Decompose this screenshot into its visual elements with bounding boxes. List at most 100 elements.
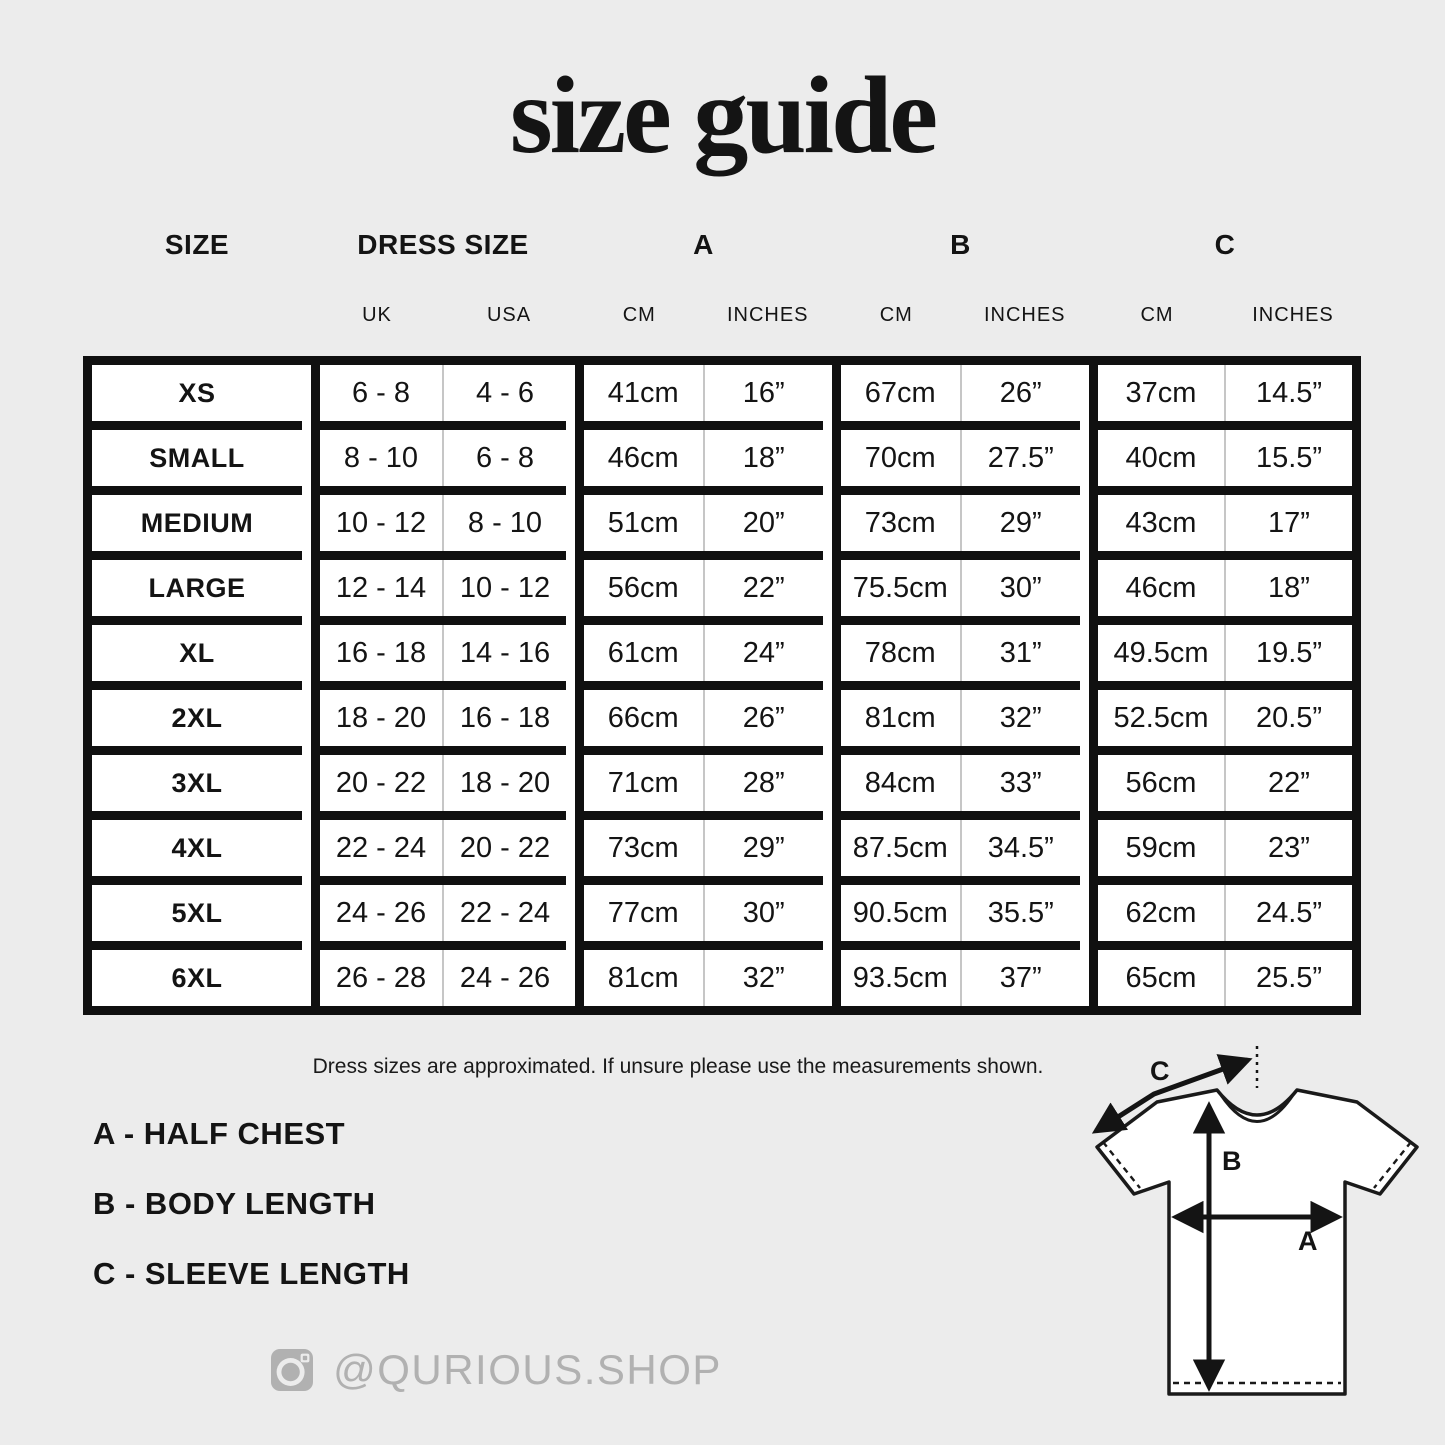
legend-sleeve-length: C - SLEEVE LENGTH xyxy=(93,1256,410,1291)
table-row: 78cm 31” xyxy=(841,616,1080,681)
measurement-cell: 16” xyxy=(702,365,824,421)
measurement-cell: 24.5” xyxy=(1224,885,1352,941)
table-row: XS xyxy=(92,365,302,421)
measurement-cell: 67cm xyxy=(864,376,936,409)
size-label-cell: MEDIUM xyxy=(140,507,254,538)
measurement-cell: 43cm xyxy=(1125,506,1197,539)
table-row: 2XL xyxy=(92,681,302,746)
table-row: 3XL xyxy=(92,746,302,811)
approximation-note: Dress sizes are approximated. If unsure … xyxy=(312,1055,1044,1078)
table-row: 70cm 27.5” xyxy=(841,421,1080,486)
table-row: 71cm 28” xyxy=(584,746,823,811)
diagram-label-b: B xyxy=(1222,1146,1242,1176)
measurement-cell: 56cm xyxy=(1125,766,1197,799)
left-cuff-stitch-line xyxy=(1102,1141,1141,1189)
table-row: 90.5cm 35.5” xyxy=(841,876,1080,941)
subheader-uk: UK xyxy=(362,304,392,326)
measurement-cell: 78cm xyxy=(864,636,936,669)
table-row: 66cm 26” xyxy=(584,681,823,746)
measurement-cell: 51cm xyxy=(607,506,679,539)
measurement-cell: 6 - 8 xyxy=(442,430,566,486)
tshirt-outline xyxy=(1095,1088,1419,1396)
table-column-group-c: 37cm 14.5” 40cm 15.5” 43cm 17” 46cm 18” 49.5cm 19… xyxy=(1089,356,1361,1015)
social-bar: @QURIOUS.SHOP xyxy=(0,1346,990,1394)
table-row: 41cm 16” xyxy=(584,365,823,421)
table-row: 12 - 14 10 - 12 xyxy=(320,551,566,616)
table-row: 84cm 33” xyxy=(841,746,1080,811)
size-label-cell: 4XL xyxy=(171,832,223,863)
measurement-cell: 14 - 16 xyxy=(442,625,566,681)
measurement-cell: 27.5” xyxy=(959,430,1081,486)
measurement-cell: 81cm xyxy=(607,961,679,994)
measurement-cell: 20 - 22 xyxy=(442,820,566,876)
table-row: SMALL xyxy=(92,421,302,486)
measurement-cell: 31” xyxy=(959,625,1081,681)
measurement-cell: 22 - 24 xyxy=(442,885,566,941)
measurement-cell: 26” xyxy=(959,365,1081,421)
table-row: 56cm 22” xyxy=(584,551,823,616)
measurement-cell: 17” xyxy=(1224,495,1352,551)
header-b: B xyxy=(950,229,971,260)
measurement-cell: 84cm xyxy=(864,766,936,799)
instagram-icon xyxy=(271,1349,314,1391)
table-row: 4XL xyxy=(92,811,302,876)
table-row: 81cm 32” xyxy=(584,941,823,1006)
measurement-cell: 24 - 26 xyxy=(442,950,566,1006)
size-label-cell: 6XL xyxy=(171,962,223,993)
size-label-cell: XL xyxy=(179,637,215,668)
measurement-cell: 66cm xyxy=(607,701,679,734)
table-row: XL xyxy=(92,616,302,681)
sleeve-length-arrow xyxy=(1091,1054,1253,1134)
legend-body-length: B - BODY LENGTH xyxy=(93,1186,376,1221)
measurement-cell: 10 - 12 xyxy=(442,560,566,616)
table-row: 73cm 29” xyxy=(841,486,1080,551)
instagram-handle: @QURIOUS.SHOP xyxy=(333,1346,722,1393)
subheader-c-inches: INCHES xyxy=(1252,304,1334,326)
table-row: 43cm 17” xyxy=(1098,486,1352,551)
table-row: 81cm 32” xyxy=(841,681,1080,746)
measurement-cell: 93.5cm xyxy=(852,961,948,994)
header-a: A xyxy=(693,229,714,260)
table-row: 18 - 20 16 - 18 xyxy=(320,681,566,746)
table-row: 10 - 12 8 - 10 xyxy=(320,486,566,551)
table-row: 77cm 30” xyxy=(584,876,823,941)
measurement-cell: 73cm xyxy=(864,506,936,539)
measurement-cell: 8 - 10 xyxy=(442,495,566,551)
table-row: 46cm 18” xyxy=(584,421,823,486)
measurement-cell: 16 - 18 xyxy=(442,690,566,746)
table-row: 20 - 22 18 - 20 xyxy=(320,746,566,811)
measurement-cell: 28” xyxy=(702,755,824,811)
measurement-cell: 12 - 14 xyxy=(335,571,427,604)
tshirt-measurement-diagram: C B A xyxy=(1091,1046,1419,1396)
measurement-cell: 30” xyxy=(702,885,824,941)
measurement-cell: 23” xyxy=(1224,820,1352,876)
measurement-cell: 25.5” xyxy=(1224,950,1352,1006)
measurement-cell: 65cm xyxy=(1125,961,1197,994)
table-row: 16 - 18 14 - 16 xyxy=(320,616,566,681)
header-c: C xyxy=(1214,229,1236,260)
subheader-a-cm: CM xyxy=(622,304,656,326)
size-label-cell: 5XL xyxy=(171,897,223,928)
measurement-cell: 56cm xyxy=(607,571,679,604)
table-row: 6XL xyxy=(92,941,302,1006)
measurement-cell: 16 - 18 xyxy=(335,636,427,669)
measurement-cell: 19.5” xyxy=(1224,625,1352,681)
size-label-cell: SMALL xyxy=(149,442,245,473)
measurement-cell: 40cm xyxy=(1125,441,1197,474)
measurement-cell: 24” xyxy=(702,625,824,681)
measurement-cell: 46cm xyxy=(1125,571,1197,604)
table-row: 26 - 28 24 - 26 xyxy=(320,941,566,1006)
measurement-cell: 20 - 22 xyxy=(335,766,427,799)
table-subheaders: UK USA CM INCHES CM INCHES CM INCHES xyxy=(83,303,1361,327)
table-row: 87.5cm 34.5” xyxy=(841,811,1080,876)
measurement-cell: 22 - 24 xyxy=(335,831,427,864)
table-row: 46cm 18” xyxy=(1098,551,1352,616)
table-row: 22 - 24 20 - 22 xyxy=(320,811,566,876)
measurement-cell: 49.5cm xyxy=(1113,636,1209,669)
table-row: 6 - 8 4 - 6 xyxy=(320,365,566,421)
measurement-cell: 10 - 12 xyxy=(335,506,427,539)
size-label-cell: 3XL xyxy=(171,767,223,798)
table-row: 49.5cm 19.5” xyxy=(1098,616,1352,681)
subheader-b-inches: INCHES xyxy=(983,304,1066,326)
